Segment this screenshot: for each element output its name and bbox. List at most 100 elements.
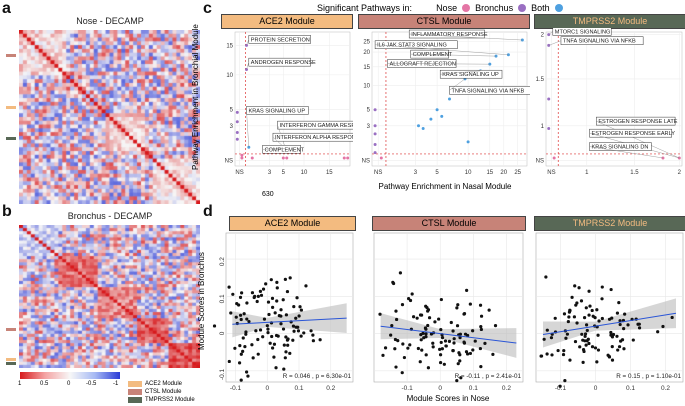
x-tick-label: -0.1	[555, 385, 567, 392]
data-point	[583, 339, 587, 343]
data-point	[473, 339, 477, 343]
data-point	[291, 338, 295, 342]
data-point	[398, 271, 403, 275]
data-point	[406, 346, 410, 350]
x-tick-label: 1.5	[630, 170, 639, 176]
heatmap-a-title: Nose - DECAMP	[76, 16, 144, 26]
stat-annotation: R = 0.046 , p = 6.30e-01	[283, 373, 352, 380]
annotation-leader	[375, 44, 509, 55]
data-point	[299, 308, 304, 312]
y-tick-label: 15	[363, 65, 370, 71]
x-tick-label: 0.2	[661, 385, 670, 392]
data-point	[245, 370, 249, 374]
annotation-leader	[589, 146, 663, 159]
data-point	[545, 328, 549, 332]
pathway-point	[373, 124, 377, 128]
data-point	[256, 337, 260, 342]
data-point	[275, 286, 279, 290]
data-point	[462, 312, 467, 316]
data-point	[251, 356, 255, 360]
data-point	[615, 334, 619, 338]
data-point	[567, 315, 571, 319]
annotation-label: KRAS SIGNALING UP	[442, 72, 499, 78]
c-plot-ctsl: NS 3 5 10 15 20 25 NS 3 5 10 15 20 25 INFLAMMATORY RES…	[362, 29, 530, 176]
dot-icon	[518, 4, 527, 12]
y-tick-label: 25	[363, 39, 370, 45]
stat-annotation: R = 0.15 , p = 1.10e-01	[616, 373, 681, 380]
data-point	[254, 329, 258, 333]
x-tick-label: -0.1	[230, 385, 242, 392]
data-point	[285, 289, 290, 294]
data-point	[264, 282, 268, 286]
x-tick-label: 2	[678, 170, 682, 176]
legend-swatch	[128, 397, 142, 403]
data-point	[661, 324, 665, 329]
data-point	[318, 338, 322, 342]
data-point	[212, 324, 217, 328]
data-point	[544, 275, 548, 279]
data-point	[395, 317, 399, 322]
data-point	[408, 343, 412, 347]
data-point	[637, 326, 642, 330]
legend-swatch	[128, 389, 142, 395]
data-point	[246, 374, 250, 378]
x-tick-label: 3	[414, 170, 418, 176]
colorbar-tick: 0	[67, 381, 71, 387]
x-tick-label: 15	[486, 170, 493, 176]
data-point	[227, 359, 231, 364]
data-point	[258, 328, 263, 332]
data-point	[600, 285, 604, 289]
data-point	[233, 346, 237, 350]
c-plot-ace2: NS 3 5 10 15 NS 3 5 10 15 PROTEIN SECRETION ANDROGE…	[225, 31, 353, 176]
data-point	[393, 347, 397, 351]
legend-swatch	[128, 381, 142, 387]
panel-label-d: d	[203, 203, 213, 220]
pathway-point	[435, 108, 439, 112]
colorbar-tick: 0.5	[40, 381, 49, 387]
data-point	[562, 348, 566, 353]
pathway-point	[281, 156, 285, 160]
x-tick-label: 10	[301, 170, 308, 176]
x-tick-label: 0.2	[326, 385, 335, 392]
data-point	[458, 332, 463, 336]
data-point	[617, 301, 621, 305]
data-point	[561, 352, 566, 357]
data-point	[247, 319, 251, 324]
data-point	[400, 303, 405, 307]
x-tick-label: 0.1	[626, 385, 635, 392]
data-point	[545, 352, 549, 356]
data-point	[587, 313, 591, 317]
data-point	[266, 327, 270, 331]
annotation-leader	[596, 120, 680, 159]
x-tick-label: 3	[268, 170, 272, 176]
y-tick-label: 1	[541, 124, 545, 130]
data-point	[563, 379, 567, 383]
confidence-band	[380, 313, 517, 358]
data-point	[400, 371, 404, 375]
data-point	[288, 276, 292, 280]
confidence-band	[232, 303, 347, 338]
data-point	[269, 278, 273, 282]
data-point	[573, 339, 578, 344]
d-header-ctsl: CTSL Module	[372, 216, 526, 231]
data-point	[283, 356, 287, 360]
sig-legend: Significant Pathways in: Nose Bronchus B…	[317, 3, 563, 13]
pathway-point	[235, 131, 239, 134]
marker-ctsl-b	[6, 328, 16, 331]
data-point	[407, 297, 411, 301]
data-point	[458, 359, 462, 363]
confidence-band	[543, 298, 676, 348]
y-tick-label: 0.2	[219, 257, 226, 266]
data-point	[575, 321, 579, 325]
annotation-label: ANDROGEN RESPONSE	[251, 60, 316, 66]
data-point	[597, 319, 601, 323]
data-point	[579, 299, 584, 303]
legend-label: ACE2 Module	[145, 381, 183, 387]
data-point	[419, 313, 424, 317]
data-point	[565, 332, 570, 336]
data-point	[590, 345, 595, 349]
x-tick-label: NS	[235, 170, 243, 176]
y-tick-label: NS	[362, 159, 370, 165]
data-point	[424, 332, 428, 336]
annotation-leader	[449, 78, 466, 91]
